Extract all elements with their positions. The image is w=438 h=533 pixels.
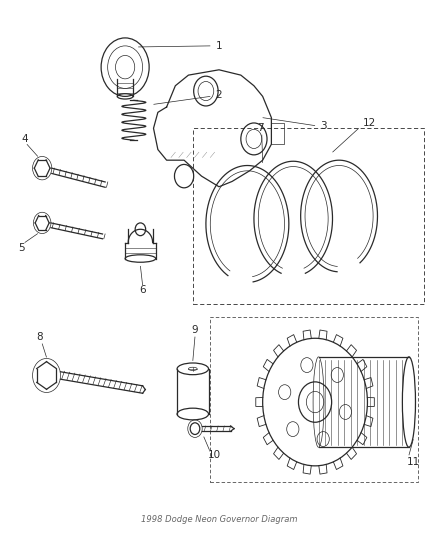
Text: 6: 6 [139, 286, 146, 295]
Text: 1: 1 [215, 41, 223, 51]
Text: 5: 5 [18, 244, 25, 253]
Text: 3: 3 [321, 120, 327, 131]
Text: 4: 4 [21, 134, 28, 144]
Text: 7: 7 [257, 123, 263, 133]
Text: 11: 11 [406, 457, 420, 466]
Bar [210, 317, 418, 482]
Text: 8: 8 [37, 332, 43, 342]
Text: 2: 2 [215, 90, 223, 100]
Text: 9: 9 [192, 325, 198, 335]
Text: 10: 10 [208, 450, 221, 460]
Text: 1998 Dodge Neon Governor Diagram: 1998 Dodge Neon Governor Diagram [141, 514, 297, 523]
Text: 12: 12 [363, 118, 376, 128]
Bar [193, 128, 424, 304]
